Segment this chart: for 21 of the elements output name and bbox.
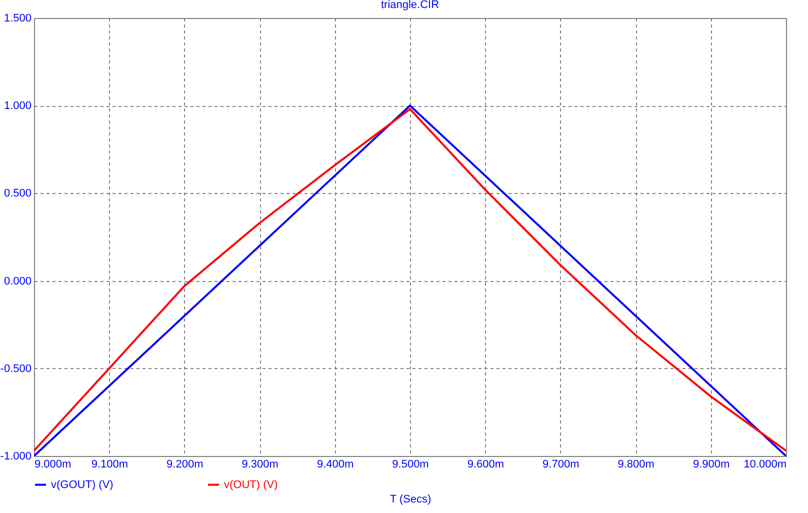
y-tick-label: -1.000 xyxy=(0,450,32,462)
legend-label: v(OUT) (V) xyxy=(224,478,278,491)
y-tick-label: 0.500 xyxy=(4,188,32,200)
x-axis-title: T (Secs) xyxy=(390,494,432,506)
chart-title: triangle.CIR xyxy=(380,0,440,11)
legend-label: v(GOUT) (V) xyxy=(51,478,114,491)
x-tick-label: 9.200m xyxy=(166,458,204,470)
x-tick-label: 9.300m xyxy=(242,458,278,470)
x-tick-label: 9.500m xyxy=(392,458,429,470)
x-tick-label: 9.900m xyxy=(692,458,730,470)
x-tick-label: 10.000m xyxy=(744,458,786,470)
x-tick-label: 9.700m xyxy=(542,458,580,470)
x-tick-label: 9.400m xyxy=(316,458,354,470)
x-tick-label: 9.800m xyxy=(618,458,654,470)
y-tick-label: -0.500 xyxy=(0,362,32,375)
x-tick-label: 9.100m xyxy=(91,458,128,470)
y-tick-label: 1.500 xyxy=(4,12,32,24)
x-tick-label: 9.600m xyxy=(467,458,504,470)
x-tick-label: 9.000m xyxy=(34,458,72,470)
y-tick-label: 1.000 xyxy=(4,100,32,112)
y-tick-label: 0.000 xyxy=(4,275,32,288)
